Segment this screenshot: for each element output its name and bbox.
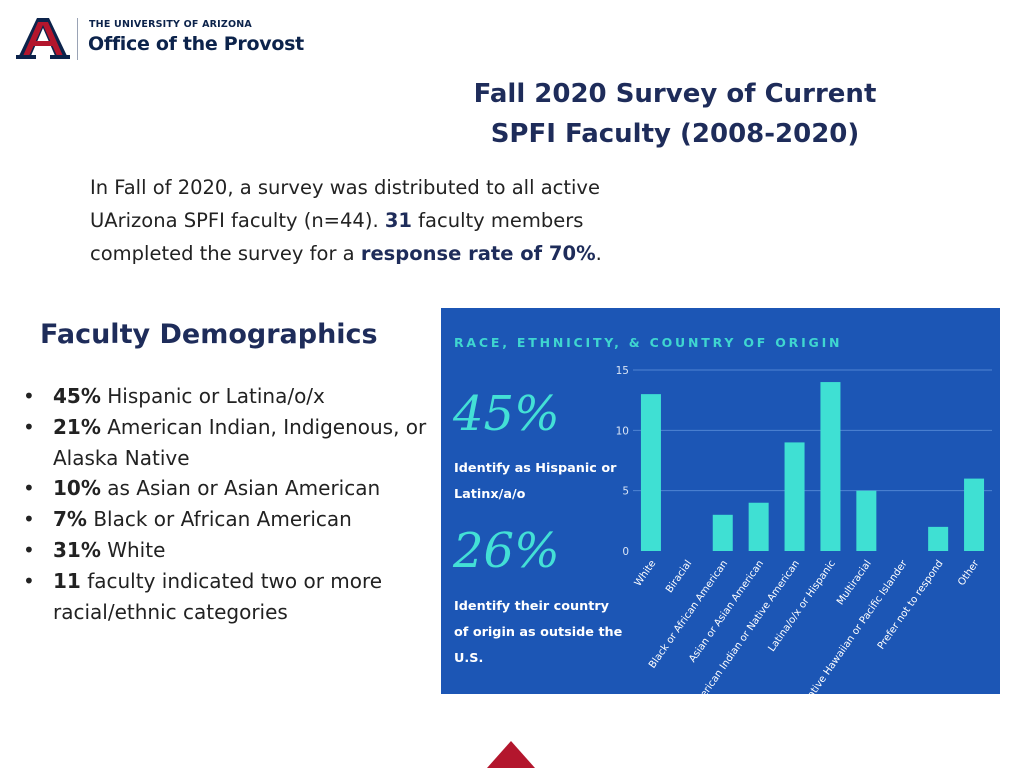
stat-hispanic-caption: Identify as Hispanic or Latinx/a/o [454,461,617,502]
list-item: 7% Black or African American [22,504,442,535]
item-value: 31% [53,537,101,562]
stat-origin-caption: Identify their country of origin as outs… [454,599,623,666]
bar [712,514,733,551]
demographics-list: 45% Hispanic or Latina/o/x 21% American … [22,381,442,627]
item-value: 11 [53,568,81,593]
intro-text-1: In Fall of 2020, a survey was distribute… [90,176,600,232]
intro-response-rate: response rate of 70% [360,242,596,265]
x-tick-label: Biracial [664,558,694,595]
list-item: 10% as Asian or Asian American [22,473,442,504]
demographics-title: Faculty Demographics [40,319,378,350]
y-tick-label: 15 [616,365,629,377]
bar [964,478,985,551]
list-item: 21% American Indian, Indigenous, or Alas… [22,412,442,474]
item-value: 21% [53,414,101,439]
intro-text-2: faculty members completed the survey for… [90,209,584,265]
item-label: faculty indicated two or more racial/eth… [53,568,383,624]
item-label: Black or African American [86,507,352,532]
x-tick-label: Prefer not to respond [876,558,946,651]
item-value: 45% [53,384,101,408]
x-tick-label: Multiracial [835,558,874,607]
bar [784,442,805,551]
stat-hispanic-percent: 45% [453,386,560,442]
item-value: 7% [53,507,87,532]
slide-title-line2: SPFI Faculty (2008-2020) [490,119,860,149]
list-item: 31% White [22,535,442,566]
item-label: Hispanic or Latina/o/x [100,384,325,408]
university-logo-icon [16,18,70,59]
y-tick-label: 10 [616,425,629,437]
y-tick-label: 0 [622,546,629,558]
decorative-triangle [487,741,535,768]
intro-text-3: . [595,242,602,265]
intro-count: 31 [384,209,412,232]
x-tick-label: Asian or Asian American [687,558,766,664]
bar [856,490,877,551]
bar [640,394,661,551]
item-label: White [100,537,166,562]
item-value: 10% [53,476,101,501]
logo-university-name: THE UNIVERSITY OF ARIZONA [89,19,252,30]
bar [748,502,769,551]
list-item: 45% Hispanic or Latina/o/x [22,381,442,412]
chart-title: RACE, ETHNICITY, & COUNTRY OF ORIGIN [454,335,843,350]
x-tick-label: Latina/o/x or Hispanic [766,558,837,653]
x-tick-label: Other [956,558,982,588]
y-tick-label: 5 [622,486,629,498]
bar [928,526,949,551]
logo-divider [77,18,78,60]
item-label: as Asian or Asian American [100,476,381,501]
intro-paragraph: In Fall of 2020, a survey was distribute… [90,171,650,270]
logo-office-name: Office of the Provost [88,33,304,55]
bar [820,382,841,551]
slide-title: Fall 2020 Survey of Current SPFI Faculty… [440,74,910,154]
stat-origin-percent: 26% [453,523,560,579]
list-item: 11 faculty indicated two or more racial/… [22,566,442,628]
slide-title-line1: Fall 2020 Survey of Current [473,79,877,109]
x-tick-label: White [633,558,659,588]
item-label: American Indian, Indigenous, or Alaska N… [53,414,427,470]
infographic-panel: RACE, ETHNICITY, & COUNTRY OF ORIGIN 45%… [441,308,1000,694]
